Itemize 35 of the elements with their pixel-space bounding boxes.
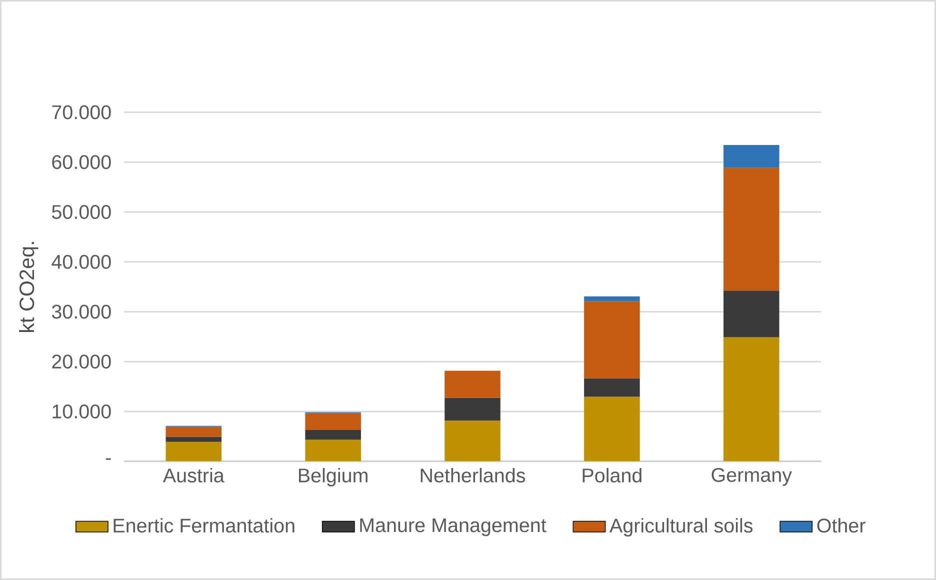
y-tick-label: 20.000 — [52, 354, 111, 369]
bar — [305, 413, 361, 430]
bar — [724, 145, 780, 168]
x-tick-label: Austria — [162, 468, 224, 483]
legend-label: Agricultural soils — [609, 518, 753, 537]
y-tick-label: 40.000 — [52, 254, 111, 269]
bar — [584, 296, 640, 302]
bar — [724, 168, 780, 291]
bar — [584, 301, 640, 378]
bar — [305, 440, 361, 462]
bar — [584, 396, 640, 462]
x-tick-label: Germany — [712, 468, 792, 486]
legend-label: Manure Management — [360, 518, 546, 536]
x-tick-label: Netherlands — [420, 468, 526, 483]
y-tick-label: 70.000 — [52, 105, 111, 120]
bar — [305, 430, 361, 440]
y-axis-title: kt CO2eq. — [18, 242, 38, 332]
bar — [444, 370, 500, 398]
y-tick-label: 10.000 — [52, 404, 111, 419]
y-tick-label: 60.000 — [52, 155, 111, 170]
bar — [166, 426, 222, 437]
bar — [724, 290, 780, 338]
y-tick-label: 50.000 — [52, 205, 111, 220]
x-tick-label: Poland — [582, 468, 642, 483]
bar — [584, 378, 640, 397]
bar — [444, 420, 500, 462]
bar — [444, 398, 500, 421]
legend-label: Other — [817, 518, 866, 533]
bar — [166, 442, 222, 462]
bar — [724, 337, 780, 462]
bar — [166, 436, 222, 442]
x-tick-label: Belgium — [299, 468, 368, 486]
y-tick-label: 30.000 — [52, 304, 111, 319]
y-tick-label: - — [106, 458, 111, 460]
legend-label: Enertic Fermantation — [114, 518, 294, 533]
